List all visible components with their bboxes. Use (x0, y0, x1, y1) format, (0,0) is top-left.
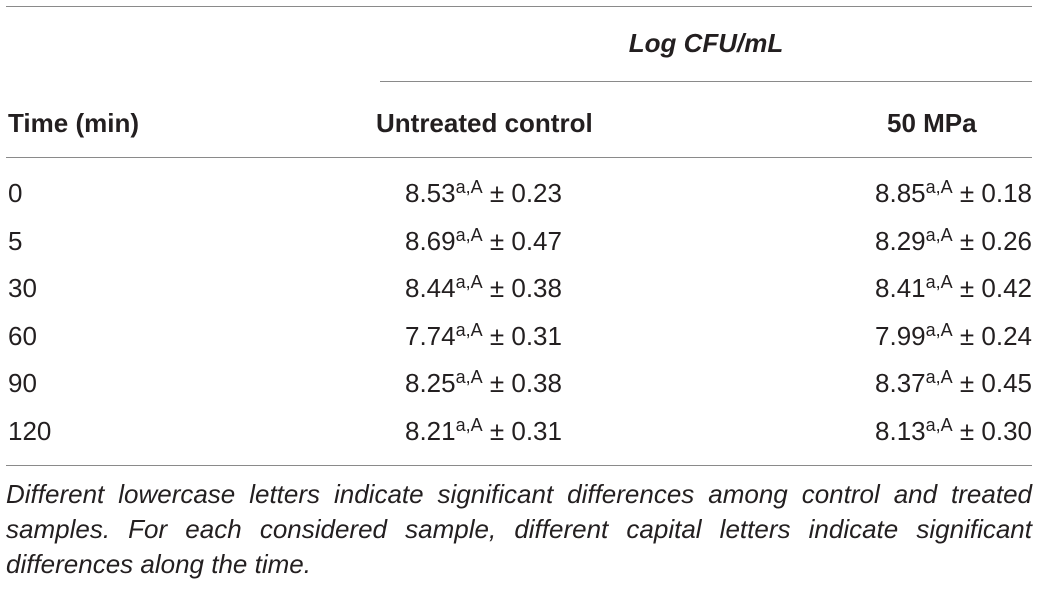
table-row: 30 8.44a,A ± 0.38 8.41a,A ± 0.42 (0, 265, 1040, 313)
time-cell: 60 (8, 320, 37, 351)
control-cell: 7.74a,A ± 0.31 (405, 313, 562, 364)
column-header-50mpa: 50 MPa (887, 108, 977, 138)
cell-sd: ± 0.31 (482, 320, 562, 351)
time-cell: 0 (8, 178, 23, 208)
header-rule (6, 157, 1032, 158)
cell-value: 8.53 (405, 178, 456, 208)
control-cell: 8.25a,A ± 0.38 (405, 360, 562, 411)
cell-value: 8.29 (875, 225, 926, 256)
table-footnote: Different lowercase letters indicate sig… (6, 479, 1032, 579)
cell-superscript: a,A (925, 367, 953, 387)
mpa-cell: 8.85a,A ± 0.18 (875, 170, 1032, 221)
table-row: 120 8.21a,A ± 0.31 8.13a,A ± 0.30 (0, 408, 1040, 456)
cell-value: 7.99 (875, 320, 926, 351)
cell-superscript: a,A (455, 414, 483, 435)
cell-superscript: a,A (925, 224, 953, 245)
table-row: 60 7.74a,A ± 0.31 7.99a,A ± 0.24 (0, 313, 1040, 361)
group-header-rule (380, 81, 1032, 82)
cell-sd: ± 0.23 (482, 178, 562, 208)
cell-sd: ± 0.26 (952, 225, 1032, 256)
mpa-cell: 8.37a,A ± 0.45 (875, 360, 1032, 411)
cell-superscript: a,A (455, 272, 483, 292)
cell-value: 8.25 (405, 368, 456, 398)
top-rule (6, 6, 1032, 7)
cell-sd: ± 0.31 (482, 415, 562, 446)
mpa-cell: 7.99a,A ± 0.24 (875, 313, 1032, 364)
cell-sd: ± 0.18 (952, 178, 1032, 208)
cell-superscript: a,A (925, 272, 953, 292)
column-header-control: Untreated control (376, 108, 593, 138)
cell-sd: ± 0.45 (952, 368, 1032, 398)
cell-superscript: a,A (455, 177, 483, 197)
cell-sd: ± 0.30 (952, 415, 1032, 446)
group-header-log-cfu: Log CFU/mL (628, 28, 784, 58)
cell-sd: ± 0.38 (482, 368, 562, 398)
cell-superscript: a,A (455, 367, 483, 387)
cell-sd: ± 0.38 (482, 273, 562, 303)
cell-value: 8.69 (405, 225, 456, 256)
cell-sd: ± 0.47 (482, 225, 562, 256)
cell-value: 8.41 (875, 273, 926, 303)
cell-value: 7.74 (405, 320, 456, 351)
cell-value: 8.13 (875, 415, 926, 446)
footer-rule (6, 465, 1032, 466)
cell-superscript: a,A (925, 319, 953, 340)
mpa-cell: 8.41a,A ± 0.42 (875, 265, 1032, 316)
table-row: 90 8.25a,A ± 0.38 8.37a,A ± 0.45 (0, 360, 1040, 408)
column-header-time: Time (min) (8, 108, 139, 138)
time-cell: 5 (8, 225, 23, 256)
control-cell: 8.21a,A ± 0.31 (405, 408, 562, 459)
mpa-cell: 8.29a,A ± 0.26 (875, 218, 1032, 269)
cell-sd: ± 0.24 (952, 320, 1032, 351)
cell-superscript: a,A (925, 414, 953, 435)
cell-superscript: a,A (455, 319, 483, 340)
control-cell: 8.69a,A ± 0.47 (405, 218, 562, 269)
cell-sd: ± 0.42 (952, 273, 1032, 303)
cell-value: 8.44 (405, 273, 456, 303)
table-row: 5 8.69a,A ± 0.47 8.29a,A ± 0.26 (0, 218, 1040, 266)
time-cell: 120 (8, 415, 52, 446)
cell-value: 8.37 (875, 368, 926, 398)
cell-value: 8.21 (405, 415, 456, 446)
control-cell: 8.53a,A ± 0.23 (405, 170, 562, 221)
control-cell: 8.44a,A ± 0.38 (405, 265, 562, 316)
table-row: 0 8.53a,A ± 0.23 8.85a,A ± 0.18 (0, 170, 1040, 218)
time-cell: 30 (8, 273, 37, 303)
cell-value: 8.85 (875, 178, 926, 208)
mpa-cell: 8.13a,A ± 0.30 (875, 408, 1032, 459)
table-body: 0 8.53a,A ± 0.23 8.85a,A ± 0.18 5 8.69a,… (0, 170, 1040, 455)
cell-superscript: a,A (925, 177, 953, 197)
cell-superscript: a,A (455, 224, 483, 245)
time-cell: 90 (8, 368, 37, 398)
